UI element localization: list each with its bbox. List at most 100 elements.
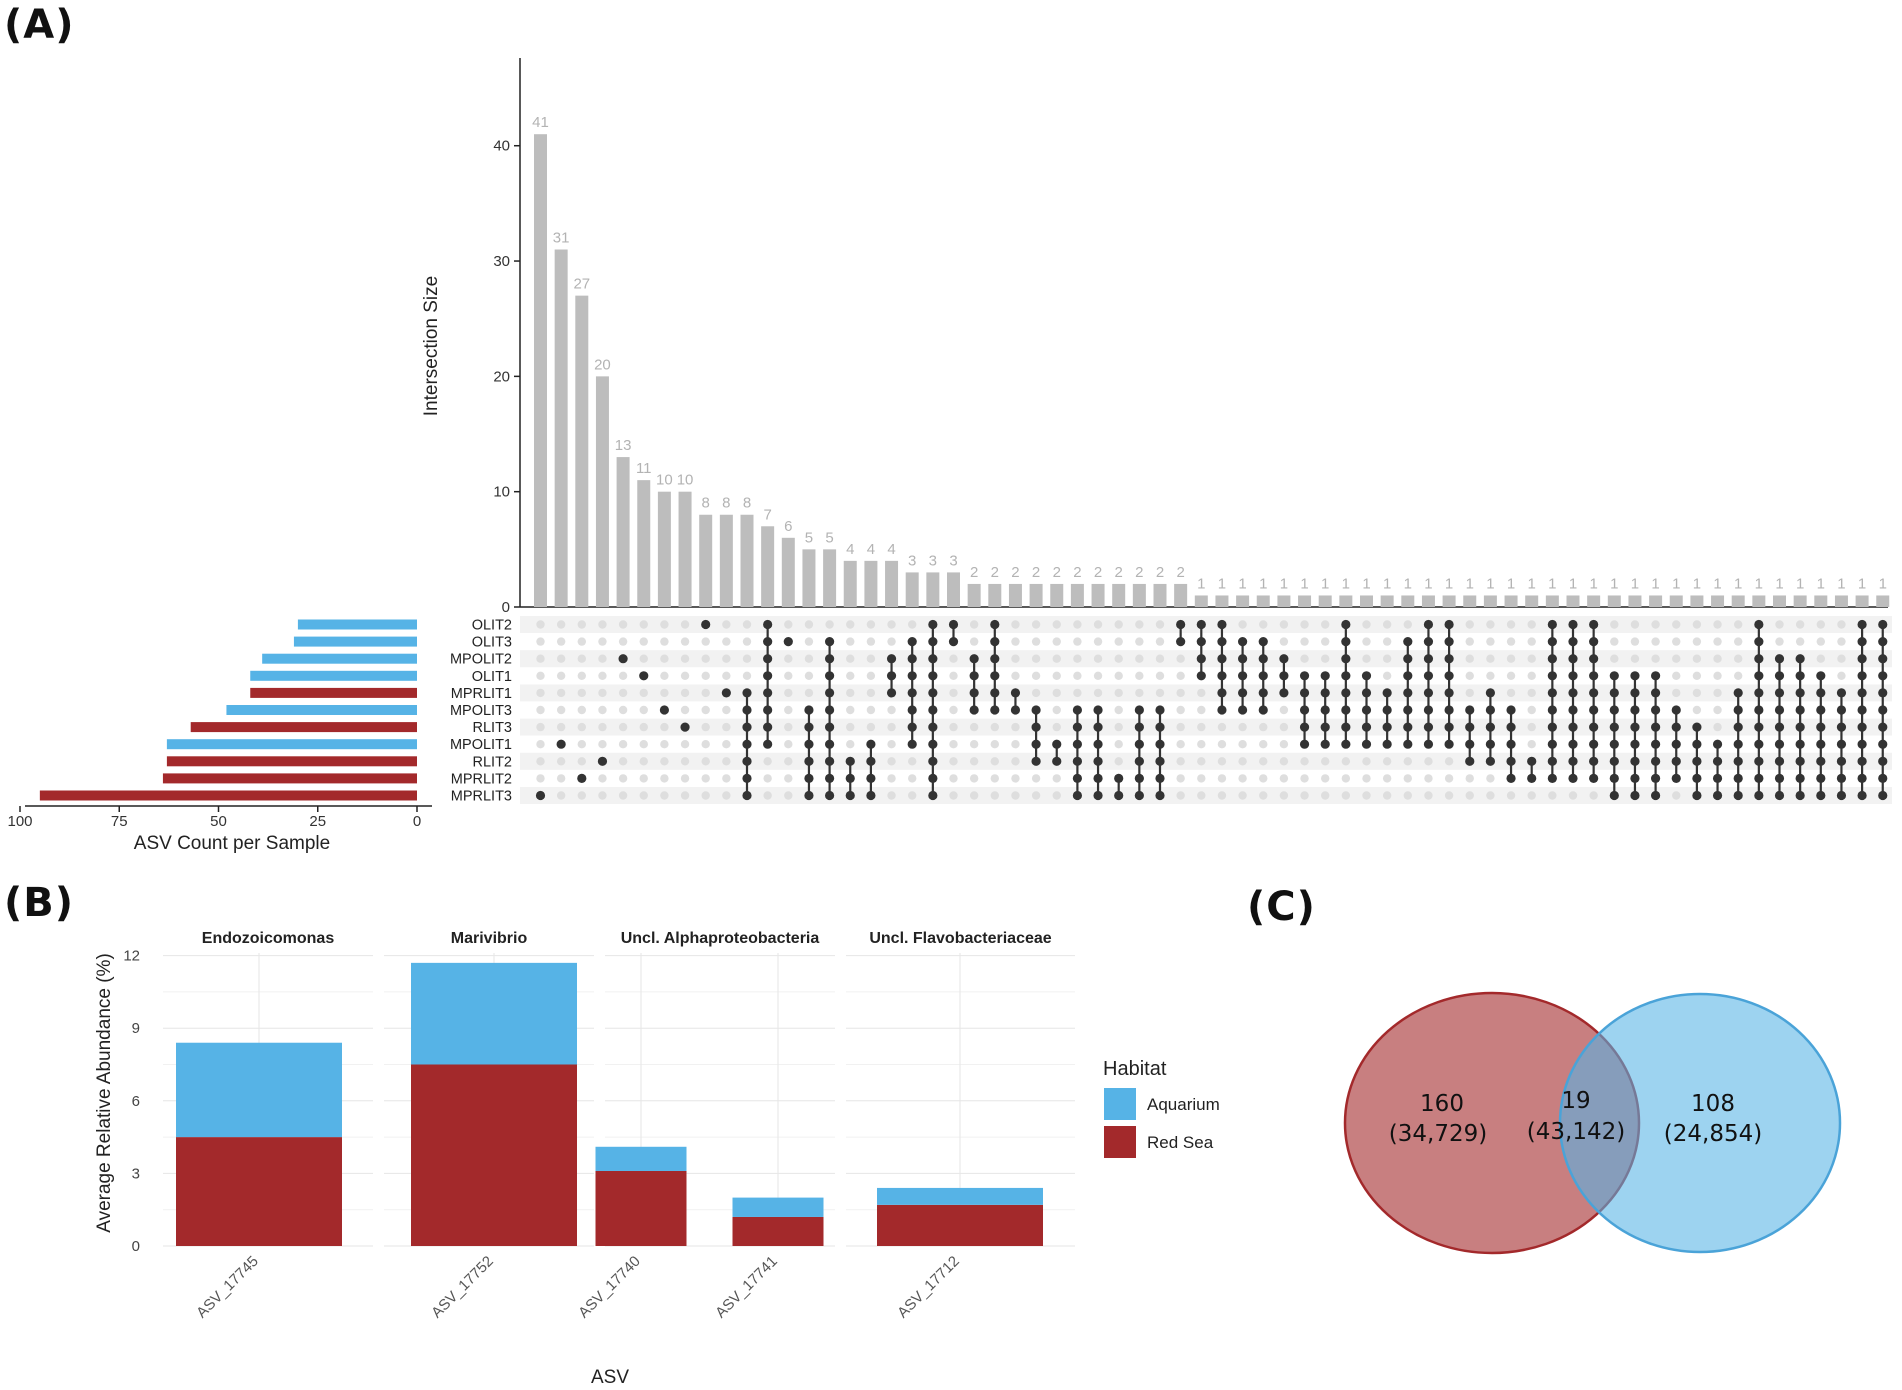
intersection-bar-label: 1	[1259, 575, 1267, 592]
matrix-dot-filled	[1651, 773, 1661, 784]
intersection-bar-label: 1	[1300, 575, 1308, 592]
intersection-bar	[1545, 595, 1559, 607]
matrix-dot-filled	[1341, 637, 1351, 647]
intersection-bar	[1690, 595, 1704, 607]
matrix-dot-empty	[1031, 654, 1041, 663]
matrix-dot-empty	[1362, 654, 1371, 663]
matrix-dot-filled	[1238, 671, 1248, 681]
matrix-dot-empty	[722, 740, 731, 749]
intersection-bar-label: 1	[1775, 575, 1783, 592]
matrix-dot-empty	[949, 705, 958, 715]
upset-y-tick-label: 20	[493, 368, 510, 385]
matrix-dot-empty	[1279, 705, 1289, 715]
matrix-dot-filled	[1857, 773, 1867, 784]
matrix-dot-empty	[990, 757, 999, 766]
intersection-bar-label: 1	[1755, 575, 1763, 592]
matrix-dot-filled	[928, 756, 938, 766]
set-name-label: OLIT1	[472, 669, 512, 685]
matrix-dot-filled	[1878, 705, 1888, 715]
matrix-row-stripe	[520, 787, 1892, 804]
matrix-dot-filled	[928, 773, 938, 784]
matrix-dot-empty	[1506, 654, 1516, 663]
matrix-dot-empty	[1548, 791, 1557, 800]
matrix-dot-filled	[1692, 773, 1702, 784]
matrix-dot-empty	[1775, 620, 1784, 629]
matrix-dot-filled	[1547, 756, 1557, 766]
matrix-dot-filled	[1733, 722, 1743, 732]
matrix-dot-empty	[990, 740, 999, 749]
intersection-bar	[1855, 595, 1869, 607]
matrix-dot-empty	[1052, 654, 1061, 663]
matrix-dot-empty	[846, 654, 855, 663]
matrix-dot-filled	[1485, 722, 1495, 732]
matrix-dot-filled	[1093, 705, 1103, 715]
matrix-dot-empty	[1114, 620, 1123, 629]
set-size-bar	[293, 636, 417, 647]
matrix-dot-filled	[1754, 688, 1764, 698]
matrix-dot-empty	[1073, 620, 1082, 629]
matrix-dot-empty	[618, 722, 628, 732]
matrix-dot-filled	[1134, 739, 1144, 749]
matrix-dot-filled	[1444, 654, 1454, 664]
matrix-dot-filled	[825, 705, 835, 715]
matrix-dot-empty	[1692, 654, 1702, 663]
matrix-dot-empty	[556, 757, 566, 766]
matrix-dot-filled	[1196, 619, 1206, 630]
matrix-dot-filled	[763, 722, 773, 732]
matrix-dot-empty	[1527, 740, 1536, 749]
matrix-dot-filled	[1589, 671, 1599, 681]
matrix-dot-filled	[1444, 637, 1454, 647]
matrix-dot-empty	[1217, 791, 1227, 800]
matrix-dot-empty	[1816, 620, 1826, 629]
matrix-dot-filled	[804, 722, 814, 732]
matrix-dot-filled	[1361, 739, 1372, 749]
matrix-dot-empty	[1238, 757, 1247, 766]
matrix-dot-filled	[1196, 637, 1206, 647]
matrix-dot-empty	[1321, 791, 1330, 800]
matrix-dot-empty	[1217, 757, 1227, 766]
matrix-dot-empty	[577, 688, 586, 698]
matrix-dot-empty	[1610, 620, 1619, 629]
matrix-dot-filled	[1465, 756, 1475, 766]
matrix-dot-filled	[1754, 619, 1764, 630]
matrix-dot-filled	[1341, 654, 1351, 664]
matrix-dot-empty	[1630, 654, 1640, 663]
matrix-dot-filled	[1712, 790, 1723, 801]
matrix-dot-empty	[1011, 637, 1020, 646]
matrix-dot-filled	[1134, 756, 1144, 766]
matrix-dot-filled	[1609, 739, 1619, 749]
matrix-dot-empty	[1114, 722, 1123, 732]
matrix-dot-empty	[1734, 637, 1743, 646]
abundance-x-axis-title: ASV	[591, 1367, 629, 1388]
matrix-dot-empty	[1279, 722, 1289, 732]
matrix-dot-filled	[1651, 722, 1661, 732]
matrix-dot-empty	[1465, 620, 1474, 629]
matrix-dot-filled	[1878, 756, 1888, 766]
matrix-dot-empty	[1362, 774, 1371, 783]
matrix-dot-filled	[597, 756, 608, 766]
matrix-dot-filled	[1423, 654, 1434, 664]
matrix-dot-empty	[949, 654, 958, 663]
matrix-dot-empty	[1073, 637, 1082, 646]
matrix-dot-empty	[1197, 791, 1206, 800]
intersection-bar	[740, 514, 754, 607]
intersection-bar	[781, 537, 795, 607]
matrix-dot-empty	[1382, 620, 1392, 629]
matrix-dot-filled	[825, 722, 835, 732]
matrix-dot-empty	[598, 722, 607, 732]
intersection-bar-label: 2	[1073, 564, 1081, 581]
matrix-dot-empty	[887, 620, 896, 629]
intersection-bar-label: 1	[1197, 575, 1205, 592]
matrix-dot-filled	[1072, 773, 1082, 784]
matrix-dot-filled	[1671, 773, 1681, 784]
matrix-dot-filled	[1279, 654, 1289, 664]
set-size-x-tick-label: 0	[413, 813, 421, 830]
venn-right-count: 108	[1691, 1091, 1735, 1117]
matrix-dot-filled	[1547, 705, 1557, 715]
matrix-dot-filled	[1774, 671, 1785, 681]
matrix-dot-empty	[680, 791, 690, 800]
matrix-dot-filled	[1196, 654, 1206, 664]
matrix-dot-empty	[577, 740, 586, 749]
intersection-bar-label: 2	[1053, 564, 1061, 581]
matrix-dot-filled	[1671, 722, 1681, 732]
